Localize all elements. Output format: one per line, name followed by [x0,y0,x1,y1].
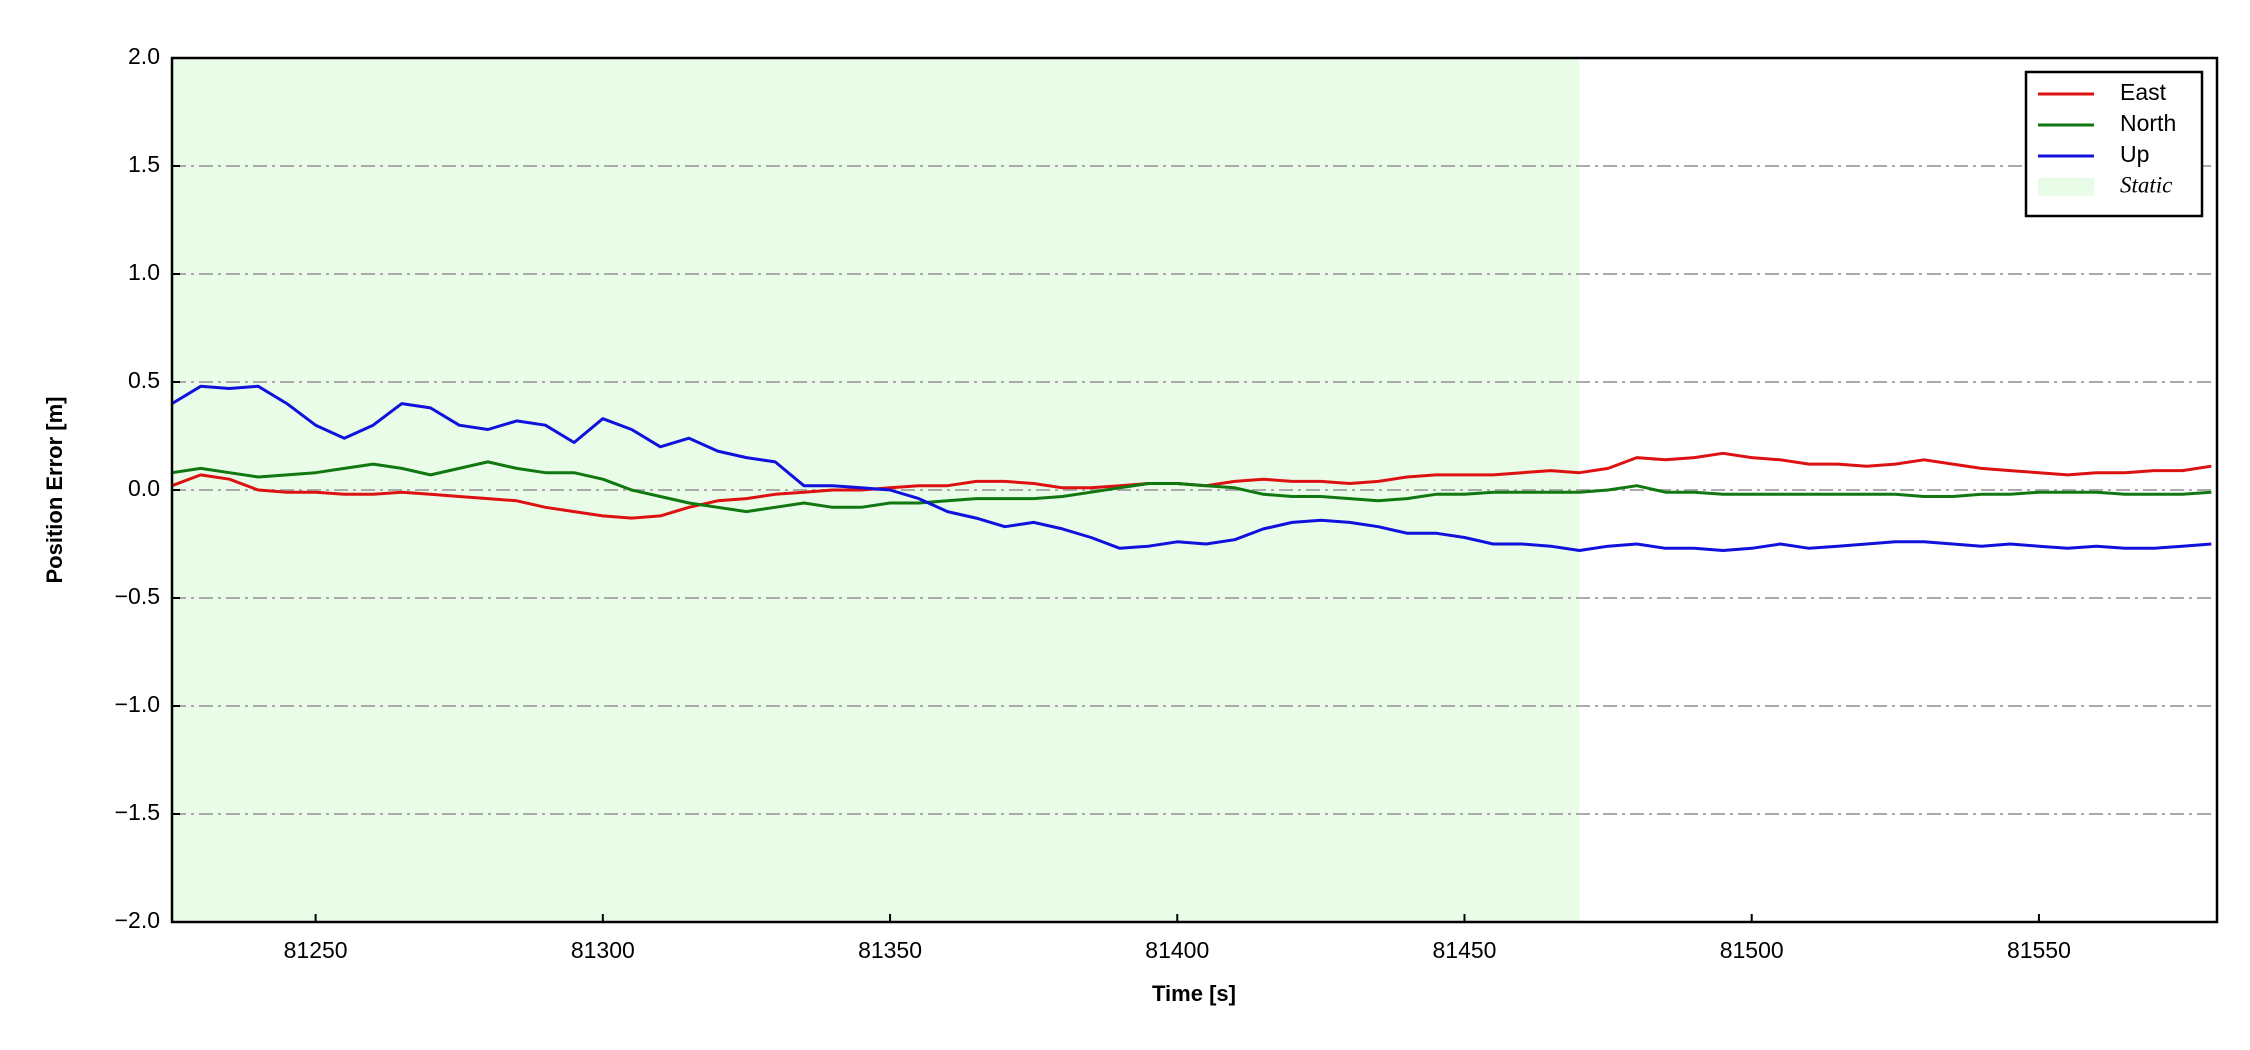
y-tick-label: 0.5 [128,367,160,393]
y-tick-label: −0.5 [115,583,160,609]
y-tick-label: −2.0 [115,907,160,933]
y-tick-label: 1.5 [128,151,160,177]
legend: East North Up Static [2024,70,2204,218]
legend-label: North [2120,110,2176,136]
legend-swatch [2038,178,2094,196]
y-tick-label: −1.5 [115,799,160,825]
x-tick-label: 81400 [1145,937,1209,963]
x-axis-label: Time [s] [1152,981,1236,1006]
legend-label: East [2120,79,2167,105]
y-axis-label: Position Error [m] [42,396,67,583]
x-tick-label: 81300 [571,937,635,963]
series-line [171,384,2212,552]
y-tick-label: 1.0 [128,259,160,285]
x-tick-label: 81350 [858,937,922,963]
y-tick-label: −1.0 [115,691,160,717]
x-tick-label: 81250 [284,937,348,963]
series-line [171,460,2212,514]
plot-frame [170,56,2219,924]
y-tick-label: 2.0 [128,43,160,69]
y-tick-label: 0.0 [128,475,160,501]
x-tick-label: 81450 [1433,937,1497,963]
legend-label: Static [2120,172,2172,197]
x-tick-label: 81550 [2007,937,2071,963]
x-tick-label: 81500 [1720,937,1784,963]
legend-label: Up [2120,141,2149,167]
